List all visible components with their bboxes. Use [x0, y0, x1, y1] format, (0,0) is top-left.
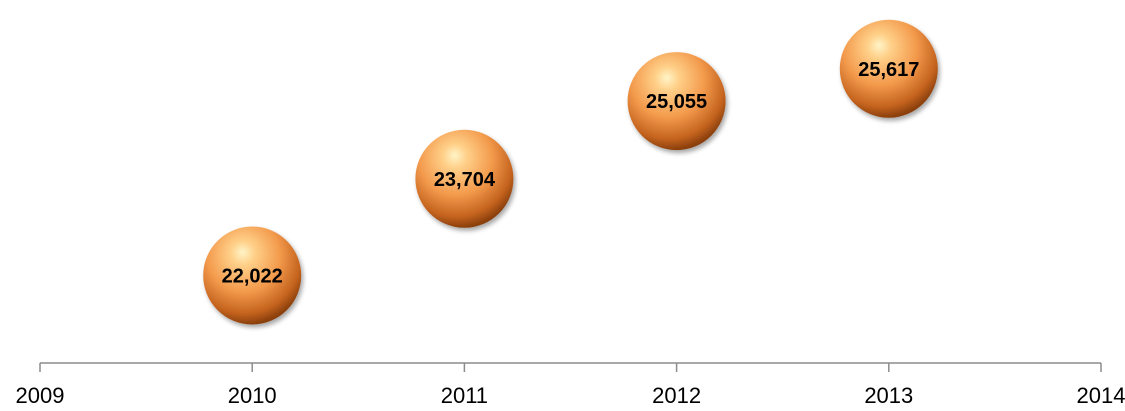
data-bubbles: 22,022 23,704 25,055 25,617	[203, 19, 938, 325]
data-label: 25,055	[646, 91, 707, 113]
bubble-marker	[415, 129, 514, 228]
data-point: 25,055	[627, 52, 726, 151]
x-tick-label: 2009	[16, 383, 65, 408]
x-tick-label: 2011	[441, 383, 488, 408]
x-tick-label: 2014	[1077, 383, 1125, 408]
x-axis-ticks: 2009 2010 2011 2012 2013 2014	[16, 363, 1125, 408]
x-tick-label: 2013	[864, 383, 913, 408]
bubble-marker	[839, 19, 938, 118]
x-tick-label: 2012	[652, 383, 701, 408]
data-label: 25,617	[858, 59, 919, 81]
data-point: 22,022	[203, 226, 302, 325]
data-label: 22,022	[222, 265, 283, 287]
bubble-marker	[203, 226, 302, 325]
bubble-marker	[627, 52, 726, 151]
data-point: 25,617	[839, 19, 938, 118]
data-label: 23,704	[434, 169, 496, 191]
x-tick-label: 2010	[228, 383, 277, 408]
data-point: 23,704	[415, 129, 514, 228]
